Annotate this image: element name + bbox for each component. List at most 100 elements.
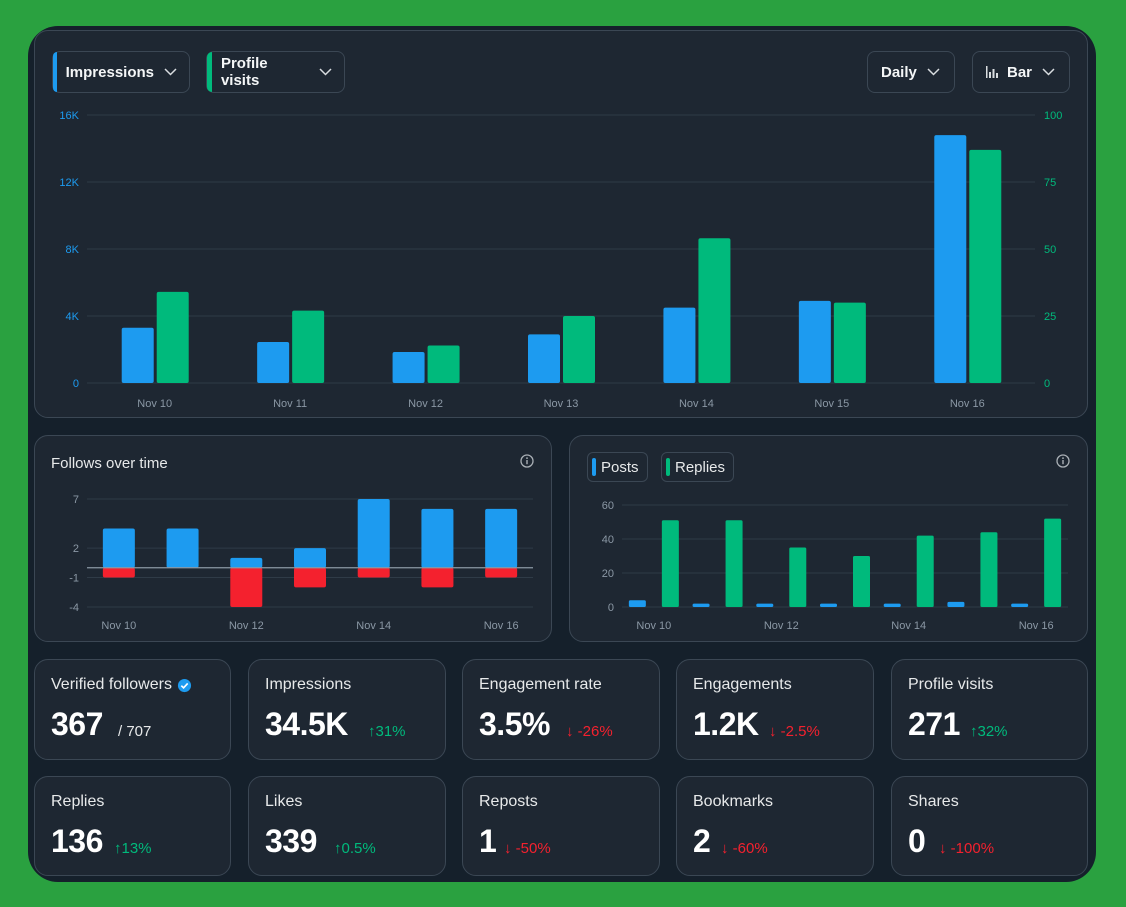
y-tick-label: 0 bbox=[608, 602, 614, 614]
bar-profile-visits bbox=[563, 316, 595, 383]
x-tick-label: Nov 14 bbox=[356, 620, 391, 632]
x-tick-label: Nov 13 bbox=[544, 398, 579, 410]
impressions-profile-visits-chart: 0 4K 8K 12K 16K 0 25 50 75 100 Nov 10 Nov 11 Nov 12 N… bbox=[59, 110, 1062, 410]
bar-profile-visits bbox=[698, 238, 731, 383]
bar-follows bbox=[421, 508, 454, 568]
stat-card-bookmarks[interactable]: Bookmarks 2 ↓ -60% bbox=[676, 776, 874, 876]
arrow-up-icon: ↑ bbox=[970, 723, 978, 740]
y-tick-label: 40 bbox=[602, 534, 614, 546]
legend-replies-label: Replies bbox=[675, 458, 726, 476]
stat-card-likes[interactable]: Likes 339 ↑0.5% bbox=[248, 776, 446, 876]
stat-label: Engagement rate bbox=[479, 676, 602, 693]
main-chart-panel: Impressions Profile visits Daily Bar 0 4K… bbox=[34, 30, 1088, 418]
bar-follows bbox=[485, 508, 518, 568]
bar-unfollows bbox=[357, 567, 390, 578]
posts-replies-panel: Posts Replies 0 20 40 60 Nov 10 Nov 12 Nov 14 N… bbox=[569, 435, 1088, 642]
stat-change: ↓ -60% bbox=[721, 840, 768, 857]
chevron-down-icon bbox=[164, 68, 177, 76]
stat-value: 34.5K bbox=[265, 706, 348, 742]
arrow-down-icon: ↓ bbox=[769, 723, 781, 740]
bar-posts bbox=[1011, 603, 1029, 607]
posts-color-stripe bbox=[592, 458, 596, 476]
bar-unfollows bbox=[102, 567, 135, 578]
period-dropdown[interactable]: Daily bbox=[867, 51, 955, 93]
bar-posts bbox=[692, 603, 710, 607]
posts-replies-chart: 0 20 40 60 Nov 10 Nov 12 Nov 14 Nov 16 bbox=[602, 500, 1068, 632]
bar-follows bbox=[230, 557, 263, 568]
chevron-down-icon bbox=[319, 68, 332, 76]
bar-follows bbox=[294, 548, 326, 568]
bar-impressions bbox=[392, 352, 425, 383]
y-right-tick-label: 75 bbox=[1044, 177, 1056, 189]
stat-card-engagement-rate[interactable]: Engagement rate 3.5% ↓ -26% bbox=[462, 659, 660, 760]
bar-unfollows bbox=[230, 567, 263, 607]
bar-replies bbox=[980, 532, 998, 607]
stat-card-shares[interactable]: Shares 0 ↓ -100% bbox=[891, 776, 1088, 876]
bar-posts bbox=[628, 600, 646, 607]
stat-change: ↑32% bbox=[970, 723, 1008, 740]
bar-impressions bbox=[257, 341, 290, 383]
chart-type-dropdown[interactable]: Bar bbox=[972, 51, 1070, 93]
stat-value: 0 bbox=[908, 823, 926, 859]
arrow-down-icon: ↓ bbox=[939, 840, 951, 857]
follows-panel-title: Follows over time bbox=[51, 455, 168, 472]
x-tick-label: Nov 11 bbox=[273, 398, 307, 410]
stat-change: ↑13% bbox=[114, 840, 152, 857]
stat-value: 367 bbox=[51, 706, 103, 742]
bar-replies bbox=[1044, 518, 1062, 607]
legend-posts[interactable]: Posts bbox=[587, 452, 648, 482]
stat-card-replies[interactable]: Replies 136 ↑13% bbox=[34, 776, 231, 876]
info-icon[interactable] bbox=[1056, 454, 1070, 468]
y-right-tick-label: 0 bbox=[1044, 378, 1050, 390]
stat-change: ↓ -100% bbox=[939, 840, 995, 857]
stat-change: ↑0.5% bbox=[334, 840, 376, 857]
stat-label: Reposts bbox=[479, 793, 538, 810]
bar-replies bbox=[853, 556, 870, 607]
x-tick-label: Nov 16 bbox=[950, 398, 985, 410]
stat-label: Verified followers bbox=[51, 676, 192, 694]
stat-value: 136 bbox=[51, 823, 103, 859]
stat-label: Engagements bbox=[693, 676, 792, 693]
bar-posts bbox=[756, 603, 774, 607]
x-tick-label: Nov 12 bbox=[229, 620, 264, 632]
bar-follows bbox=[166, 528, 199, 568]
follows-panel: Follows over time 7 2 -1 -4 Nov 10 Nov 12 Nov … bbox=[34, 435, 552, 642]
arrow-down-icon: ↓ bbox=[721, 840, 733, 857]
stat-label: Replies bbox=[51, 793, 105, 810]
x-tick-label: Nov 16 bbox=[484, 620, 519, 632]
stat-card-engagements[interactable]: Engagements 1.2K ↓ -2.5% bbox=[676, 659, 874, 760]
verified-badge-icon bbox=[177, 678, 192, 692]
info-icon[interactable] bbox=[520, 454, 534, 468]
stat-card-reposts[interactable]: Reposts 1 ↓ -50% bbox=[462, 776, 660, 876]
bar-profile-visits bbox=[427, 345, 460, 383]
bar-unfollows bbox=[485, 567, 518, 578]
stat-card-profile-visits[interactable]: Profile visits 271 ↑32% bbox=[891, 659, 1088, 760]
metric2-dropdown[interactable]: Profile visits bbox=[206, 51, 345, 93]
analytics-dashboard: Impressions Profile visits Daily Bar 0 4K… bbox=[28, 26, 1096, 882]
stat-value: 339 bbox=[265, 823, 317, 859]
stat-card-impressions[interactable]: Impressions 34.5K ↑31% bbox=[248, 659, 446, 760]
arrow-up-icon: ↑ bbox=[368, 723, 376, 740]
stat-label: Likes bbox=[265, 793, 303, 810]
x-tick-label: Nov 12 bbox=[764, 620, 799, 632]
metric2-label: Profile visits bbox=[220, 55, 268, 89]
arrow-up-icon: ↑ bbox=[334, 840, 342, 857]
stat-label: Bookmarks bbox=[693, 793, 774, 810]
legend-replies[interactable]: Replies bbox=[661, 452, 735, 482]
y-left-tick-label: 4K bbox=[66, 311, 80, 323]
bar-profile-visits bbox=[969, 149, 1002, 383]
metric1-dropdown[interactable]: Impressions bbox=[52, 51, 190, 93]
stat-value: 2 bbox=[693, 823, 711, 859]
stat-label: Shares bbox=[908, 793, 959, 810]
bar-profile-visits bbox=[156, 291, 189, 383]
bar-follows bbox=[102, 528, 135, 568]
stat-card-verified-followers[interactable]: Verified followers 367 / 707 bbox=[34, 659, 231, 760]
follows-chart: 7 2 -1 -4 Nov 10 Nov 12 Nov 14 Nov 16 bbox=[69, 494, 533, 632]
arrow-down-icon: ↓ bbox=[566, 723, 578, 740]
y-tick-label: -4 bbox=[69, 602, 79, 614]
stat-value: 3.5% bbox=[479, 706, 550, 742]
arrow-down-icon: ↓ bbox=[504, 840, 516, 857]
x-tick-label: Nov 10 bbox=[101, 620, 136, 632]
x-tick-label: Nov 14 bbox=[891, 620, 926, 632]
metric1-label: Impressions bbox=[65, 63, 154, 81]
